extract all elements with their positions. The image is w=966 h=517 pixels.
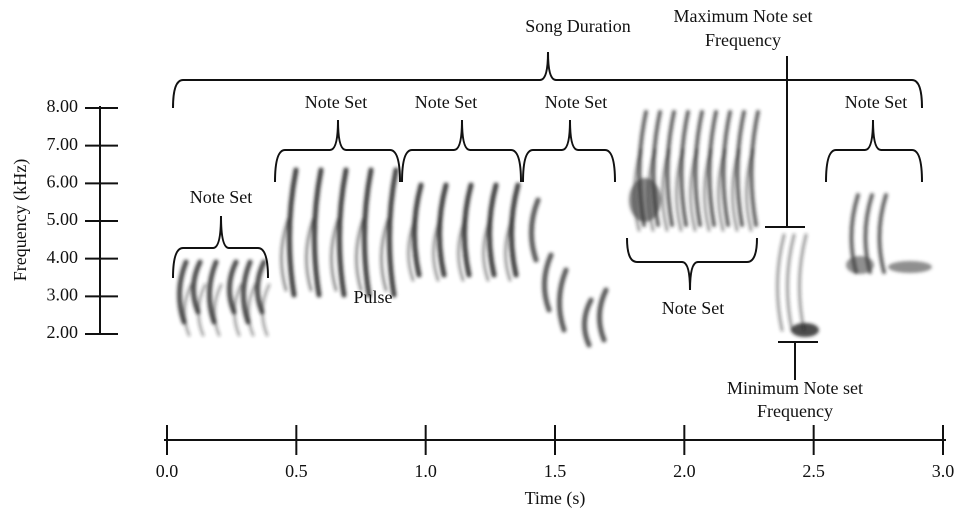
- y-tick-label: 6.00: [47, 171, 79, 191]
- spectrogram-streak: [582, 297, 594, 348]
- x-tick-label: 3.0: [932, 461, 955, 481]
- spectrogram-streak: [529, 197, 541, 263]
- spectrogram-streak: [361, 167, 374, 298]
- spectrogram-streak: [798, 233, 808, 332]
- spectrogram-streak: [241, 259, 253, 325]
- note-set-label: Note Set: [845, 92, 908, 112]
- y-tick-label: 2.00: [47, 322, 79, 342]
- x-tick-label: 1.0: [414, 461, 437, 481]
- spectrogram-streak: [487, 182, 499, 278]
- braces: [172, 51, 923, 291]
- note-set-label: Note Set: [305, 92, 368, 112]
- spectrogram-streak: [379, 218, 390, 292]
- spectrogram-streak: [597, 287, 609, 343]
- spectrogram-streak: [542, 252, 554, 313]
- spectrogram-streak: [183, 283, 193, 337]
- spectrogram-streak: [197, 283, 207, 337]
- spectrogram-streak: [407, 218, 417, 282]
- spectrogram-streak: [227, 259, 239, 315]
- y-axis-label: Frequency (kHz): [10, 159, 31, 281]
- spectrogram-streak: [432, 218, 442, 282]
- note-set-label: Note Set: [545, 92, 608, 112]
- spectrogram-streak: [412, 182, 424, 278]
- spectrogram-streak: [177, 259, 189, 325]
- y-tick-label: 7.00: [47, 134, 79, 154]
- spectrogram-streak: [457, 218, 467, 282]
- spectrogram-blob: [846, 256, 874, 274]
- spectrogram-streak: [786, 233, 796, 332]
- spectrogram-streak: [482, 218, 492, 282]
- spectrogram-streak: [386, 167, 399, 298]
- y-tick-label: 8.00: [47, 96, 79, 116]
- spectrogram-streak: [354, 218, 365, 292]
- spectrogram-streak: [557, 267, 569, 333]
- spectrogram-streak: [247, 283, 257, 337]
- note-set-label: Note Set: [662, 298, 725, 318]
- spectrogram-streak: [703, 148, 713, 232]
- max-frequency-label: Frequency: [705, 30, 781, 50]
- spectrogram-streak: [504, 218, 514, 282]
- brace: [274, 119, 401, 183]
- x-tick-label: 2.5: [802, 461, 825, 481]
- spectrogram-streak: [279, 218, 290, 292]
- spectrogram-streak: [707, 110, 718, 227]
- spectrogram-streak: [776, 233, 786, 332]
- y-tick-label: 5.00: [47, 209, 79, 229]
- brace: [522, 119, 616, 183]
- y-tick-label: 4.00: [47, 247, 79, 267]
- spectrogram-streak: [731, 148, 741, 232]
- note-set-label: Note Set: [415, 92, 478, 112]
- spectrogram-streak: [255, 259, 267, 315]
- spectrogram-streak: [693, 110, 704, 227]
- spectrogram-streak: [745, 148, 755, 232]
- brace: [626, 237, 758, 291]
- brace: [401, 119, 522, 183]
- spectrogram-blob: [888, 261, 932, 273]
- spectrogram-blob: [629, 178, 661, 222]
- brace: [172, 51, 923, 109]
- note-set-label: Note Set: [190, 187, 253, 207]
- spectrogram-streak: [462, 182, 474, 278]
- spectrogram-streak: [213, 283, 223, 337]
- spectrogram-streak: [721, 110, 732, 227]
- pulse-label: Pulse: [353, 287, 392, 307]
- spectrogram-streak: [749, 110, 760, 227]
- spectrogram-streak: [679, 110, 690, 227]
- song-duration-label: Song Duration: [525, 16, 631, 36]
- spectrogram: [177, 110, 932, 348]
- spectrogram-streak: [509, 182, 521, 278]
- y-tick-label: 3.00: [47, 284, 79, 304]
- x-tick-label: 0.5: [285, 461, 308, 481]
- x-tick-label: 1.5: [544, 461, 567, 481]
- spectrogram-streak: [717, 148, 727, 232]
- x-axis-label: Time (s): [525, 488, 586, 509]
- min-frequency-label: Minimum Note set: [727, 378, 863, 398]
- spectrogram-streak: [336, 167, 349, 298]
- brace: [172, 215, 269, 279]
- spectrogram-streak: [261, 283, 271, 337]
- spectrogram-blob: [791, 323, 819, 337]
- spectrogram-streak: [689, 148, 699, 232]
- brace: [825, 119, 923, 183]
- spectrogram-streak: [661, 148, 671, 232]
- spectrogram-streak: [675, 148, 685, 232]
- min-frequency-label: Frequency: [757, 401, 833, 421]
- x-tick-label: 2.0: [673, 461, 696, 481]
- spectrogram-streak: [437, 182, 449, 278]
- spectrogram-streak: [665, 110, 676, 227]
- x-tick-label: 0.0: [156, 461, 179, 481]
- spectrogram-streak: [304, 218, 315, 292]
- spectrogram-streak: [329, 218, 340, 292]
- spectrogram-streak: [311, 167, 324, 298]
- spectrogram-streak: [286, 167, 299, 298]
- spectrogram-streak: [233, 283, 243, 337]
- spectrogram-streak: [877, 193, 888, 274]
- max-frequency-label: Maximum Note set: [674, 6, 813, 26]
- spectrogram-streak: [191, 259, 203, 315]
- spectrogram-streak: [207, 259, 219, 325]
- spectrogram-streak: [735, 110, 746, 227]
